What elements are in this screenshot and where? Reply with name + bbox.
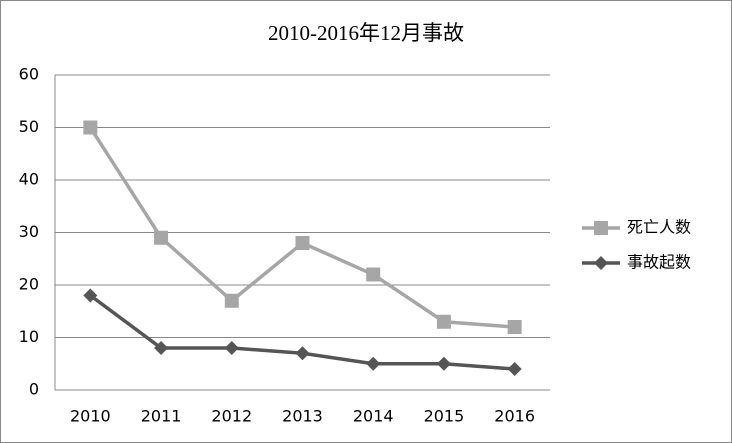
legend-marker <box>594 221 608 235</box>
data-point <box>436 314 451 329</box>
data-point <box>83 120 98 135</box>
x-tick-label: 2010 <box>70 407 111 426</box>
data-point <box>366 267 381 282</box>
x-tick-label: 2016 <box>494 407 535 426</box>
legend-marker <box>594 256 608 270</box>
data-point <box>295 346 310 361</box>
chart-title: 2010-2016年12月事故 <box>268 21 464 45</box>
x-tick-label: 2014 <box>353 407 394 426</box>
x-tick-label: 2015 <box>424 407 465 426</box>
data-point <box>224 341 239 355</box>
x-tick-label: 2013 <box>282 407 323 426</box>
legend-label: 死亡人数 <box>627 218 691 237</box>
data-point <box>154 230 169 245</box>
y-tick-label: 20 <box>19 275 39 294</box>
data-point <box>507 362 522 376</box>
data-point <box>366 356 381 371</box>
x-tick-label: 2011 <box>141 407 182 426</box>
data-point <box>83 288 98 303</box>
y-tick-label: 30 <box>19 222 39 241</box>
y-tick-label: 50 <box>19 117 39 136</box>
y-tick-label: 10 <box>19 327 39 346</box>
data-point <box>224 293 239 308</box>
data-point <box>295 236 310 250</box>
legend-label: 事故起数 <box>627 253 691 272</box>
data-point <box>154 341 169 355</box>
data-point <box>507 320 522 334</box>
y-tick-label: 40 <box>19 170 39 189</box>
y-tick-label: 0 <box>29 380 39 399</box>
y-tick-label: 60 <box>19 65 39 84</box>
data-point <box>436 356 451 371</box>
x-tick-label: 2012 <box>211 407 252 426</box>
